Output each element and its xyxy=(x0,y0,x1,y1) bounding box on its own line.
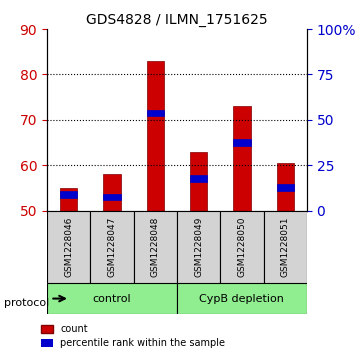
Title: GDS4828 / ILMN_1751625: GDS4828 / ILMN_1751625 xyxy=(86,13,268,26)
Text: protocol: protocol xyxy=(4,298,49,308)
FancyBboxPatch shape xyxy=(177,283,307,314)
Text: CypB depletion: CypB depletion xyxy=(199,294,284,303)
Text: control: control xyxy=(93,294,131,303)
FancyBboxPatch shape xyxy=(47,211,90,283)
Bar xyxy=(147,61,164,211)
Bar xyxy=(147,110,164,117)
Legend: count, percentile rank within the sample: count, percentile rank within the sample xyxy=(41,324,225,348)
Bar xyxy=(60,188,77,211)
FancyBboxPatch shape xyxy=(90,211,134,283)
Bar xyxy=(277,184,294,191)
Bar xyxy=(103,193,121,200)
Text: GSM1228048: GSM1228048 xyxy=(151,217,160,277)
Bar xyxy=(233,139,251,146)
Text: GSM1228046: GSM1228046 xyxy=(64,217,73,277)
Bar xyxy=(190,175,207,182)
FancyBboxPatch shape xyxy=(264,211,307,283)
FancyBboxPatch shape xyxy=(177,211,220,283)
Bar xyxy=(190,152,207,211)
Text: GSM1228050: GSM1228050 xyxy=(238,217,246,277)
FancyBboxPatch shape xyxy=(47,283,177,314)
Bar xyxy=(60,191,77,198)
Bar xyxy=(233,106,251,211)
FancyBboxPatch shape xyxy=(220,211,264,283)
FancyBboxPatch shape xyxy=(134,211,177,283)
Text: GSM1228047: GSM1228047 xyxy=(108,217,116,277)
Text: GSM1228051: GSM1228051 xyxy=(281,217,290,277)
Bar xyxy=(277,163,294,211)
Text: GSM1228049: GSM1228049 xyxy=(194,217,203,277)
Bar xyxy=(103,174,121,211)
